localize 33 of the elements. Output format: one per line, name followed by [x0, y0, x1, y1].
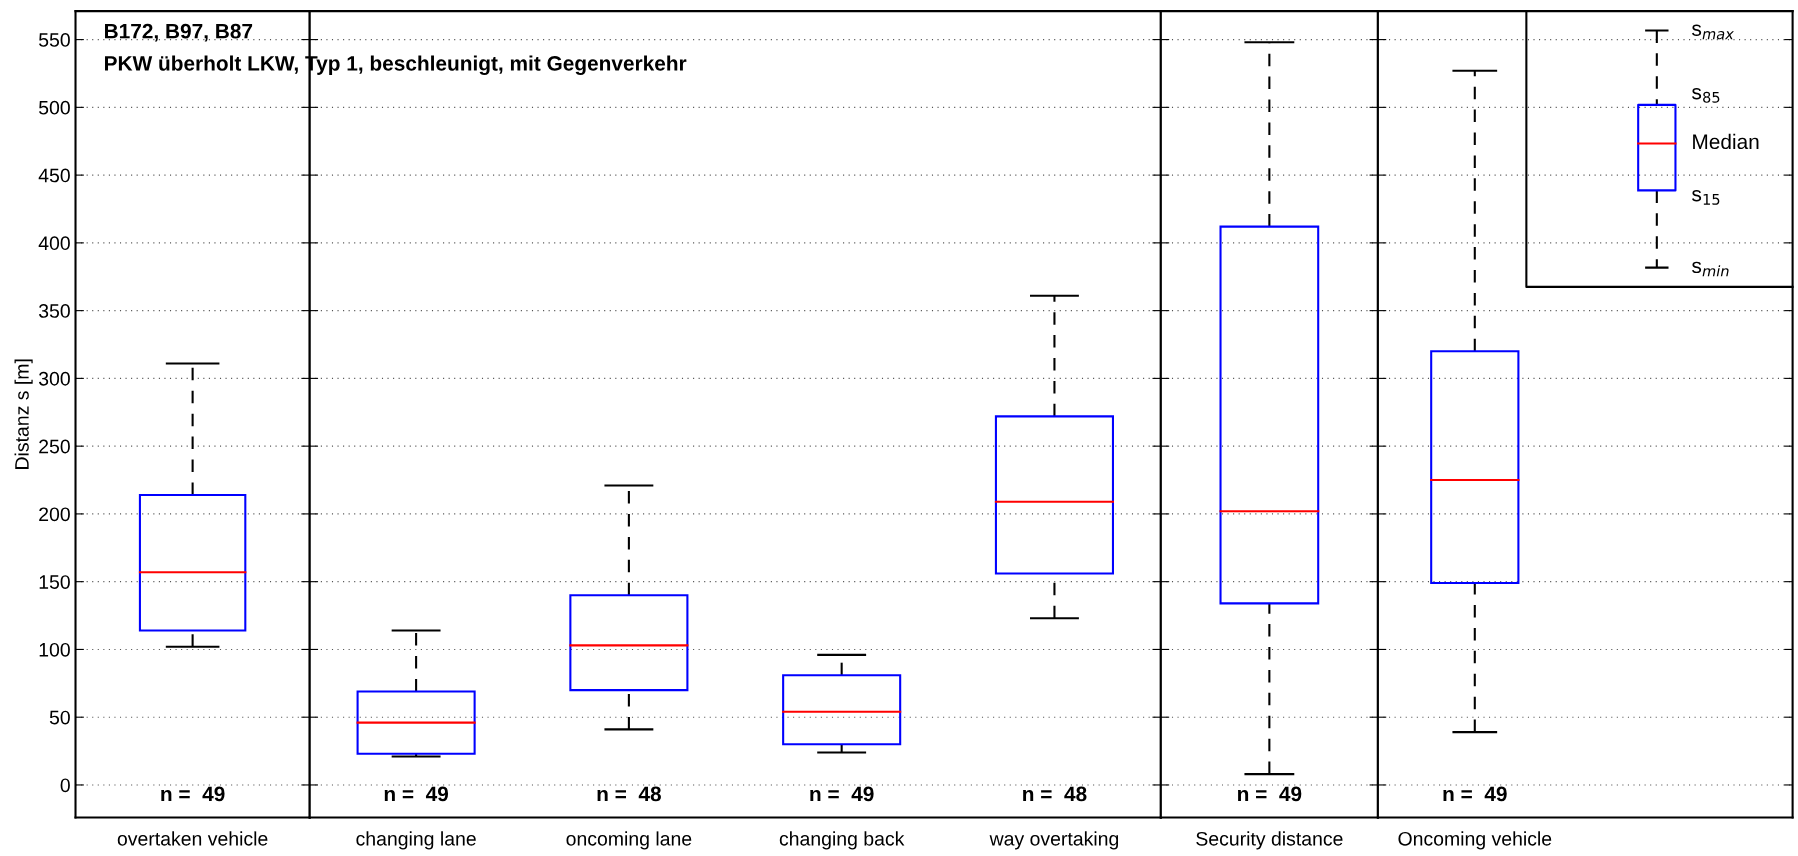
x-tick-label: changing back	[779, 831, 905, 850]
y-tick-label: 550	[38, 33, 70, 47]
x-tick-label: oncoming lane	[566, 831, 692, 850]
annotation: n = 49	[1238, 786, 1302, 802]
annotation: n = 48	[597, 786, 661, 802]
annotation: n = 48	[1023, 786, 1087, 802]
y-tick-label: 300	[38, 371, 70, 386]
y-tick-label: 250	[39, 439, 70, 454]
text: s$_{max}$	[1692, 24, 1734, 40]
y-tick-label: 350	[38, 304, 70, 318]
text: s$_{15}$	[1692, 190, 1720, 205]
text: s$_{85}$	[1692, 88, 1720, 103]
y-tick-label: 50	[49, 710, 70, 725]
y-tick-label: 100	[39, 642, 70, 657]
text: s$_{min}$	[1692, 261, 1729, 277]
text: B172, B97, B87	[105, 23, 253, 42]
x-tick-label: Oncoming vehicle	[1398, 831, 1552, 850]
x-tick-label: Security distance	[1196, 831, 1343, 850]
y-tick-label: 400	[38, 236, 70, 251]
y-axis-title: Distanz s [m]	[14, 359, 33, 469]
x-tick-label: changing lane	[356, 831, 476, 850]
annotation: n = 49	[161, 786, 225, 802]
annotation: n = 49	[810, 786, 874, 802]
annotation: n = 49	[1443, 786, 1507, 802]
y-tick-label: 200	[39, 507, 70, 522]
y-tick-label: 500	[38, 100, 70, 115]
annotation: n = 49	[384, 786, 449, 802]
y-tick-label: 450	[38, 168, 70, 183]
x-tick-label: overtaken vehicle	[117, 831, 268, 846]
y-tick-label: 150	[39, 575, 70, 589]
text: Median	[1693, 133, 1759, 150]
x-tick-label: way overtaking	[989, 831, 1119, 850]
y-tick-label: 0	[60, 778, 70, 793]
